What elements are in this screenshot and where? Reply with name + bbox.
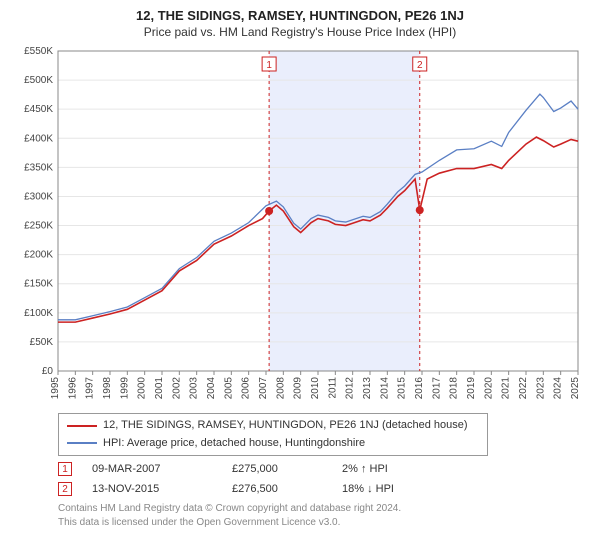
legend-item: 12, THE SIDINGS, RAMSEY, HUNTINGDON, PE2… bbox=[67, 417, 479, 435]
svg-text:1997: 1997 bbox=[85, 377, 96, 400]
svg-text:£50K: £50K bbox=[30, 337, 54, 348]
svg-text:2024: 2024 bbox=[553, 377, 564, 400]
svg-text:2013: 2013 bbox=[362, 377, 373, 400]
attribution-line: Contains HM Land Registry data © Crown c… bbox=[58, 502, 590, 516]
page-title: 12, THE SIDINGS, RAMSEY, HUNTINGDON, PE2… bbox=[10, 8, 590, 23]
svg-text:2004: 2004 bbox=[206, 377, 217, 400]
svg-text:2007: 2007 bbox=[258, 377, 269, 400]
svg-text:1: 1 bbox=[266, 60, 272, 71]
sale-marker: 2 bbox=[58, 482, 72, 496]
svg-text:£550K: £550K bbox=[24, 46, 53, 57]
svg-text:£450K: £450K bbox=[24, 104, 53, 115]
svg-text:2020: 2020 bbox=[483, 377, 494, 400]
sale-change: 18% ↓ HPI bbox=[342, 483, 432, 495]
sale-row: 2 13-NOV-2015 £276,500 18% ↓ HPI bbox=[58, 482, 590, 496]
svg-text:£0: £0 bbox=[42, 366, 54, 377]
sale-row: 1 09-MAR-2007 £275,000 2% ↑ HPI bbox=[58, 462, 590, 476]
svg-text:2023: 2023 bbox=[535, 377, 546, 400]
svg-text:2: 2 bbox=[417, 60, 423, 71]
attribution-line: This data is licensed under the Open Gov… bbox=[58, 516, 590, 530]
svg-text:2005: 2005 bbox=[223, 377, 234, 400]
legend: 12, THE SIDINGS, RAMSEY, HUNTINGDON, PE2… bbox=[58, 413, 488, 456]
svg-text:2011: 2011 bbox=[327, 377, 338, 399]
legend-item: HPI: Average price, detached house, Hunt… bbox=[67, 435, 479, 453]
svg-text:2002: 2002 bbox=[171, 377, 182, 400]
svg-text:£150K: £150K bbox=[24, 279, 53, 290]
svg-text:£200K: £200K bbox=[24, 250, 53, 261]
svg-text:2009: 2009 bbox=[293, 377, 304, 400]
legend-label: HPI: Average price, detached house, Hunt… bbox=[103, 435, 365, 453]
svg-text:2006: 2006 bbox=[241, 377, 252, 400]
svg-text:2010: 2010 bbox=[310, 377, 321, 400]
svg-text:2008: 2008 bbox=[275, 377, 286, 400]
svg-text:2003: 2003 bbox=[189, 377, 200, 400]
attribution: Contains HM Land Registry data © Crown c… bbox=[58, 502, 590, 530]
svg-text:1995: 1995 bbox=[50, 377, 61, 400]
svg-text:1996: 1996 bbox=[67, 377, 78, 400]
svg-text:2012: 2012 bbox=[345, 377, 356, 400]
svg-text:2001: 2001 bbox=[154, 377, 165, 400]
svg-text:£250K: £250K bbox=[24, 221, 53, 232]
line-chart: £0 £50K £100K £150K £200K £250K £300K £350K £400… bbox=[10, 45, 590, 405]
legend-swatch bbox=[67, 425, 97, 427]
sale-change: 2% ↑ HPI bbox=[342, 463, 432, 475]
sale-price: £275,000 bbox=[232, 463, 322, 475]
svg-text:2021: 2021 bbox=[501, 377, 512, 400]
svg-text:2015: 2015 bbox=[397, 377, 408, 400]
svg-text:2025: 2025 bbox=[570, 377, 581, 400]
sale-marker: 1 bbox=[58, 462, 72, 476]
svg-text:2000: 2000 bbox=[137, 377, 148, 400]
svg-text:£500K: £500K bbox=[24, 75, 53, 86]
svg-text:2017: 2017 bbox=[431, 377, 442, 400]
svg-text:2019: 2019 bbox=[466, 377, 477, 400]
svg-text:2022: 2022 bbox=[518, 377, 529, 400]
legend-label: 12, THE SIDINGS, RAMSEY, HUNTINGDON, PE2… bbox=[103, 417, 468, 435]
page-subtitle: Price paid vs. HM Land Registry's House … bbox=[10, 25, 590, 39]
svg-text:£300K: £300K bbox=[24, 191, 53, 202]
chart-container: £0 £50K £100K £150K £200K £250K £300K £350K £400… bbox=[10, 45, 590, 405]
svg-text:1998: 1998 bbox=[102, 377, 113, 400]
svg-text:£350K: £350K bbox=[24, 162, 53, 173]
svg-text:2018: 2018 bbox=[449, 377, 460, 400]
svg-text:2016: 2016 bbox=[414, 377, 425, 400]
sale-date: 09-MAR-2007 bbox=[92, 463, 212, 475]
svg-text:£100K: £100K bbox=[24, 308, 53, 319]
sale-price: £276,500 bbox=[232, 483, 322, 495]
svg-text:£400K: £400K bbox=[24, 133, 53, 144]
svg-text:1999: 1999 bbox=[119, 377, 130, 400]
sale-date: 13-NOV-2015 bbox=[92, 483, 212, 495]
legend-swatch bbox=[67, 442, 97, 444]
svg-text:2014: 2014 bbox=[379, 377, 390, 400]
